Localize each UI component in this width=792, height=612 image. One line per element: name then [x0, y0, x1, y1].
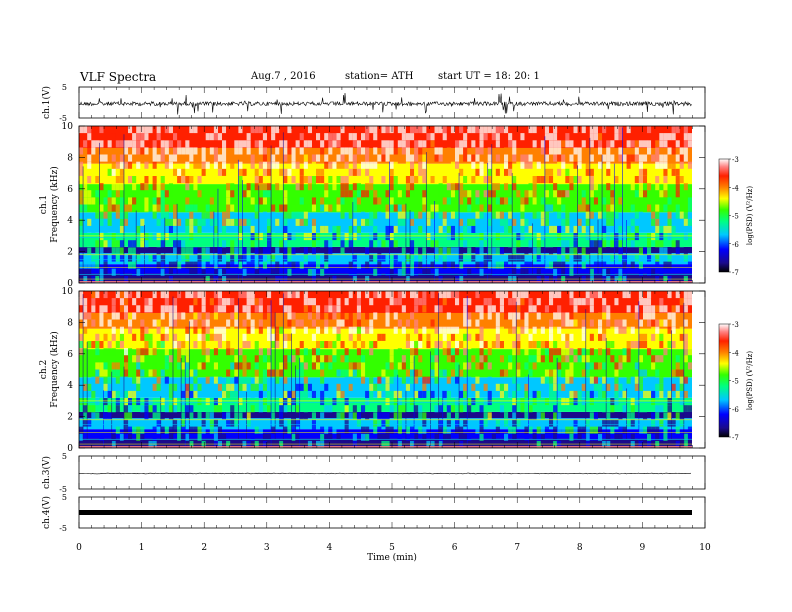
ch2-spectrogram-ytick: 0 — [67, 444, 73, 454]
ch1-ytick-5: 5 — [62, 83, 67, 92]
ch1-spectrogram-image — [78, 126, 692, 283]
ch2-spectrogram-ytick: 4 — [67, 381, 73, 391]
ch2-spectrogram-colorbar-tick: -5 — [732, 378, 739, 386]
x-tick-label: 5 — [389, 543, 395, 553]
station-label: station= ATH — [345, 71, 414, 82]
x-tick-label: 10 — [699, 543, 711, 553]
ch1-spectrogram-colorbar-tick: -3 — [732, 156, 739, 164]
ch2-spectrogram-ytick: 2 — [67, 413, 73, 423]
ch4-ytick-5: 5 — [62, 493, 67, 502]
ch1-spectrogram-ylabel: ch.1 — [39, 195, 49, 214]
date-label: Aug.7 , 2016 — [251, 71, 316, 82]
ch2-spectrogram-ytick: 10 — [62, 287, 74, 297]
ch2-spectrogram-colorbar-tick: -7 — [732, 434, 739, 442]
ch1-spectrogram-ylabel-freq: Frequency (kHz) — [49, 166, 60, 243]
ch2-spectrogram-ytick: 6 — [67, 350, 73, 360]
ch4-ylabel: ch.4(V) — [41, 496, 52, 529]
ch1-spectrogram-colorbar-label: log(PSD) (V²/Hz) — [746, 186, 754, 245]
ch1-spectrogram-ytick: 10 — [62, 122, 74, 132]
ch1-spectrogram-colorbar-tick: -7 — [732, 269, 739, 277]
ch2-spectrogram-colorbar — [718, 323, 730, 438]
ch3-ytick-5: 5 — [62, 452, 67, 461]
ch3-ytick-neg5: -5 — [59, 485, 67, 494]
ch2-spectrogram-image — [79, 291, 692, 448]
chart-title: VLF Spectra — [80, 70, 157, 84]
ch3-waveform-trace — [78, 472, 692, 475]
ch1-spectrogram-colorbar-tick: -6 — [732, 241, 739, 249]
ch2-spectrogram-colorbar-tick: -3 — [732, 321, 739, 329]
ch1-waveform-trace — [78, 92, 692, 115]
x-tick-label: 8 — [577, 543, 583, 553]
ch1-spectrogram-colorbar-tick: -5 — [732, 213, 739, 221]
ch2-spectrogram-ylabel-freq: Frequency (kHz) — [49, 331, 60, 408]
ch2-spectrogram-ytick: 8 — [67, 318, 73, 328]
ch1-ytick-neg5: -5 — [59, 114, 67, 123]
x-tick-label: 1 — [139, 543, 145, 553]
x-tick-label: 2 — [201, 543, 207, 553]
ch2-spectrogram-colorbar-tick: -4 — [732, 349, 739, 357]
start-time-label: start UT = 18: 20: 1 — [438, 71, 540, 82]
ch1-spectrogram-ytick: 2 — [67, 248, 73, 258]
x-tick-label: 3 — [264, 543, 270, 553]
ch1-spectrogram-colorbar — [718, 158, 730, 273]
ch4-ytick-neg5: -5 — [59, 524, 67, 533]
ch2-spectrogram-colorbar-label: log(PSD) (V²/Hz) — [746, 351, 754, 410]
ch1-ylabel: ch.1(V) — [41, 86, 52, 119]
x-tick-label: 7 — [514, 543, 520, 553]
x-tick-label: 6 — [452, 543, 458, 553]
ch2-spectrogram-ylabel: ch.2 — [39, 360, 49, 379]
x-tick-label: 4 — [327, 543, 333, 553]
ch1-spectrogram-ytick: 6 — [67, 185, 73, 195]
x-tick-label: 0 — [76, 543, 82, 553]
ch1-spectrogram-ytick: 4 — [67, 216, 73, 226]
ch2-spectrogram-colorbar-tick: -6 — [732, 406, 739, 414]
ch1-spectrogram-ytick: 8 — [67, 153, 73, 163]
ch1-spectrogram-ytick: 0 — [67, 279, 73, 289]
x-tick-label: 9 — [640, 543, 646, 553]
ch3-ylabel: ch.3(V) — [41, 456, 52, 489]
ch1-spectrogram-colorbar-tick: -4 — [732, 184, 739, 192]
x-axis-label: Time (min) — [367, 552, 417, 563]
